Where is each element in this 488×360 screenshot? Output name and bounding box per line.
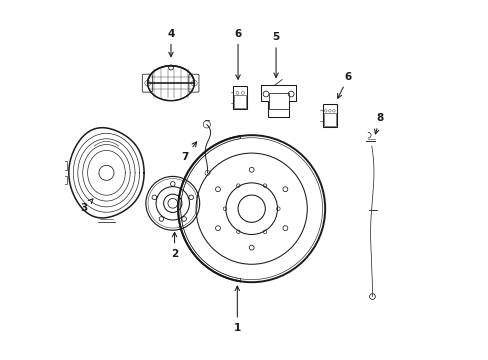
Bar bbox=[62, 176, 67, 184]
Bar bbox=[268, 93, 288, 109]
Bar bbox=[324, 113, 335, 126]
Bar bbox=[234, 95, 245, 108]
Text: 6: 6 bbox=[234, 29, 241, 79]
Text: 1: 1 bbox=[233, 286, 241, 333]
Text: 7: 7 bbox=[181, 142, 196, 162]
Text: 3: 3 bbox=[80, 199, 93, 213]
Text: 4: 4 bbox=[167, 29, 174, 57]
Text: 8: 8 bbox=[374, 113, 383, 134]
Text: 6: 6 bbox=[337, 72, 351, 98]
Text: 2: 2 bbox=[171, 232, 178, 258]
Bar bbox=[62, 161, 67, 170]
Text: 5: 5 bbox=[272, 32, 279, 77]
